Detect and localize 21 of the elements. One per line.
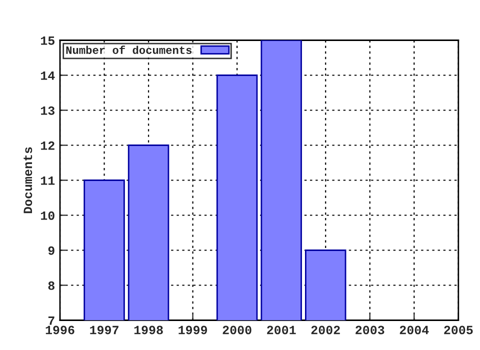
y-tick-label: 10 xyxy=(40,211,54,220)
y-tick-label: 13 xyxy=(40,106,55,115)
x-tick-label: 2001 xyxy=(267,326,296,334)
y-tick-label: 9 xyxy=(48,246,54,255)
y-axis-title: Documents xyxy=(24,147,32,214)
x-tick-label: 2003 xyxy=(356,326,384,334)
y-tick-label: 7 xyxy=(48,316,54,325)
y-tick-label: 15 xyxy=(40,36,54,45)
y-tick-label: 12 xyxy=(40,141,54,150)
x-tick-label: 1997 xyxy=(90,326,118,334)
x-tick-label: 1998 xyxy=(134,326,163,334)
x-tick-label: 2000 xyxy=(222,326,252,334)
x-tick-label: 2002 xyxy=(311,326,340,334)
y-tick-label: 14 xyxy=(40,72,55,80)
x-tick-label: 2004 xyxy=(400,326,429,334)
legend-label: Number of documents xyxy=(66,46,192,54)
x-tick-label: 2005 xyxy=(444,326,473,334)
y-tick-label: 8 xyxy=(48,281,54,290)
x-tick-label: 1999 xyxy=(178,326,208,334)
y-tick-label: 11 xyxy=(40,176,55,185)
x-tick-label: 1996 xyxy=(46,326,74,334)
